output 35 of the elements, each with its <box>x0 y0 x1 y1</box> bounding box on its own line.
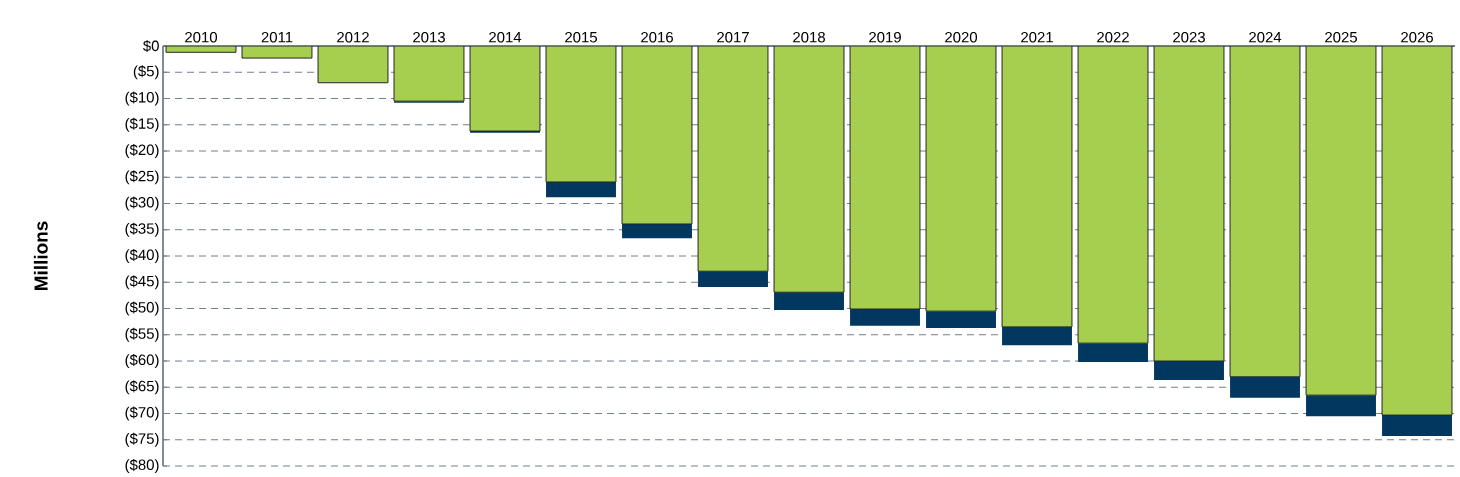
x-tick-label: 2011 <box>261 31 293 43</box>
y-tick-label: ($60) <box>125 353 159 369</box>
x-tick-label: 2020 <box>945 31 978 43</box>
x-tick-label: 2014 <box>489 31 522 43</box>
y-tick-label: ($30) <box>125 196 159 211</box>
x-tick-label: 2010 <box>185 31 218 43</box>
y-tick-label: ($70) <box>125 406 159 421</box>
y-tick-label: ($35) <box>125 222 159 237</box>
x-tick-label: 2018 <box>793 31 825 43</box>
x-tick-label: 2012 <box>337 31 369 43</box>
x-tick-label: 2024 <box>1249 31 1282 43</box>
x-tick-label: 2015 <box>565 31 597 43</box>
y-tick-label: ($10) <box>125 91 159 106</box>
y-tick-label: ($80) <box>125 458 159 474</box>
y-tick-label: ($55) <box>125 327 159 342</box>
x-tick-label: 2019 <box>869 31 901 43</box>
y-tick-label: ($40) <box>125 248 159 264</box>
y-tick-label: ($25) <box>125 170 159 185</box>
y-tick-label: ($65) <box>125 380 159 395</box>
y-axis-title: Millions <box>33 221 48 290</box>
y-tick-label: ($20) <box>125 143 159 159</box>
x-tick-label: 2025 <box>1325 31 1357 43</box>
x-tick-label: 2016 <box>641 31 673 43</box>
y-tick-label: ($50) <box>125 301 159 316</box>
y-tick-label: $0 <box>143 39 159 53</box>
y-tick-label: ($75) <box>125 432 159 447</box>
y-tick-label: ($5) <box>133 65 159 80</box>
x-tick-label: 2021 <box>1021 31 1053 43</box>
y-tick-label: ($15) <box>125 117 159 132</box>
y-tick-label: ($45) <box>125 275 159 290</box>
x-tick-label: 2022 <box>1097 31 1129 43</box>
x-tick-label: 2017 <box>717 31 749 43</box>
x-tick-label: 2026 <box>1401 31 1433 43</box>
x-tick-label: 2023 <box>1173 31 1205 43</box>
x-tick-label: 2013 <box>413 31 445 43</box>
